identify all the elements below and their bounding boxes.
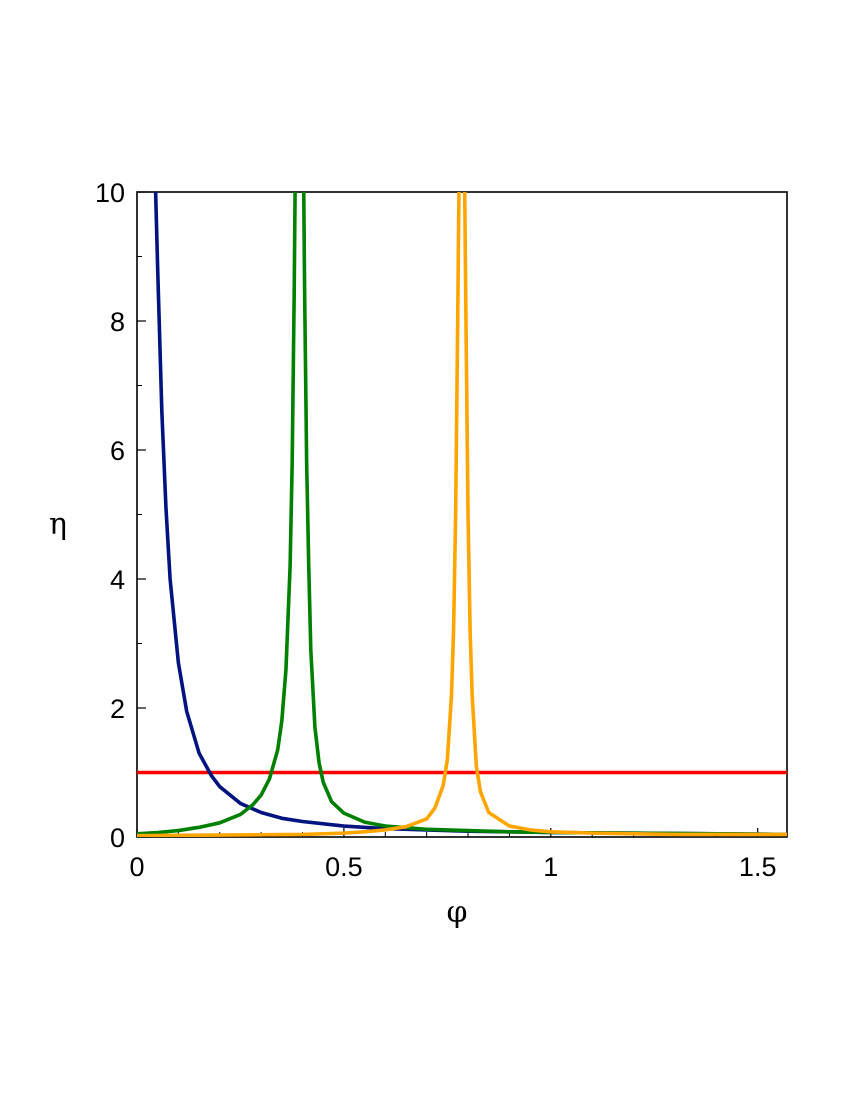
y-tick-labels: 0 2 4 6 8 10	[95, 178, 125, 853]
x-axis-label: φ	[446, 895, 467, 930]
minor-ticks	[137, 256, 717, 837]
y-tick-label: 4	[110, 565, 125, 595]
y-tick-label: 6	[110, 436, 125, 466]
x-tick-label: 1.5	[739, 852, 777, 882]
y-tick-label: 0	[110, 823, 125, 853]
x-tick-labels: 0 0.5 1 1.5	[129, 852, 776, 882]
series-line-3	[137, 192, 787, 837]
series-line-4	[137, 192, 787, 837]
plot-frame	[136, 191, 788, 838]
series-line-2	[153, 192, 787, 837]
y-tick-label: 10	[95, 178, 125, 208]
series-layer	[137, 192, 787, 837]
x-tick-label: 0	[129, 852, 144, 882]
y-tick-label: 8	[110, 307, 125, 337]
x-tick-label: 1	[543, 852, 558, 882]
y-tick-label: 2	[110, 694, 125, 724]
x-tick-label: 0.5	[325, 852, 363, 882]
y-axis-label: η	[49, 507, 67, 542]
